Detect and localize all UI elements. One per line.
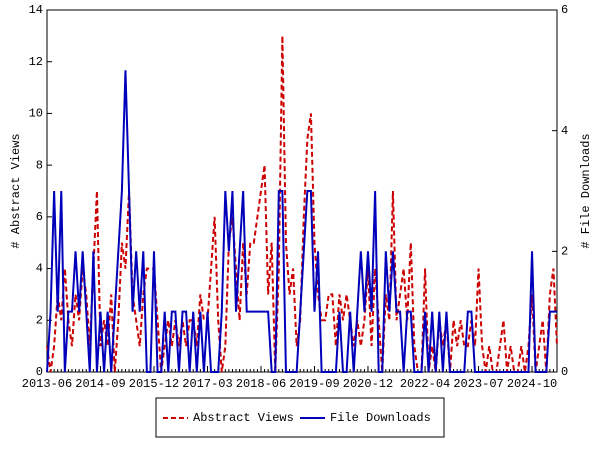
y-axis-label: # Abstract Views: [9, 133, 23, 248]
x-tick-label: 2019-09: [289, 377, 339, 391]
x-tick-label: 2022-04: [400, 377, 450, 391]
y-tick-label: 10: [29, 107, 43, 121]
y-tick-label: 6: [36, 210, 43, 224]
y-tick-label: 4: [36, 262, 43, 276]
y2-axis-label: # File Downloads: [579, 133, 593, 248]
y2-tick-label: 2: [561, 245, 568, 259]
y-tick-label: 0: [36, 365, 43, 379]
x-tick-label: 2013-06: [22, 377, 72, 391]
x-tick-label: 2014-09: [75, 377, 125, 391]
y-tick-label: 2: [36, 313, 43, 327]
x-tick-label: 2024-10: [507, 377, 557, 391]
y2-tick-label: 6: [561, 3, 568, 17]
x-tick-label: 2023-07: [453, 377, 503, 391]
legend-label: File Downloads: [330, 411, 431, 425]
series-line: [46, 35, 558, 373]
y2-tick-label: 4: [561, 124, 568, 138]
x-tick-label: 2018-06: [236, 377, 286, 391]
y-tick-label: 14: [29, 3, 43, 17]
series-line: [46, 70, 557, 373]
x-tick-label: 2015-12: [129, 377, 179, 391]
x-tick-label: 2017-03: [182, 377, 232, 391]
legend-box: [155, 397, 445, 438]
y2-tick-label: 0: [561, 365, 568, 379]
x-tick-label: 2020-12: [343, 377, 393, 391]
y-tick-label: 12: [29, 55, 43, 69]
legend-label: Abstract Views: [193, 411, 294, 425]
y-tick-label: 8: [36, 158, 43, 172]
plot-frame: [46, 9, 558, 373]
